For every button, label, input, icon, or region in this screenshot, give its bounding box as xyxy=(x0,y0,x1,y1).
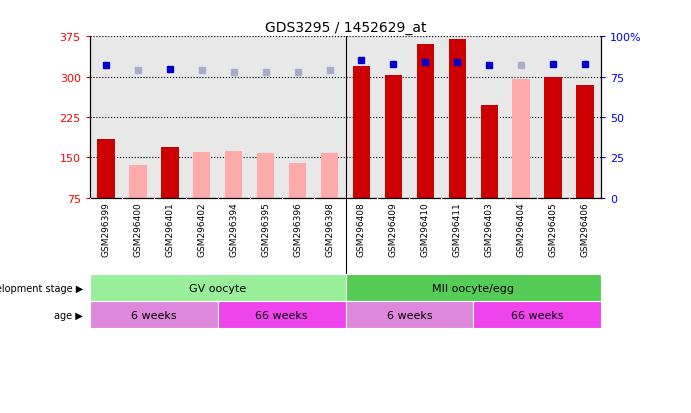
Bar xyxy=(193,152,211,198)
Text: 6 weeks: 6 weeks xyxy=(131,310,177,320)
Text: GSM296398: GSM296398 xyxy=(325,202,334,257)
Text: 6 weeks: 6 weeks xyxy=(386,310,433,320)
Bar xyxy=(346,301,473,328)
Text: GSM296403: GSM296403 xyxy=(485,202,494,256)
Text: development stage ▶: development stage ▶ xyxy=(0,283,83,293)
Text: MII oocyte/egg: MII oocyte/egg xyxy=(433,283,514,293)
Bar xyxy=(448,40,466,198)
Bar xyxy=(129,166,146,198)
Bar xyxy=(97,139,115,198)
Bar xyxy=(346,275,601,301)
Text: age ▶: age ▶ xyxy=(54,310,83,320)
Text: GSM296396: GSM296396 xyxy=(293,202,302,257)
Text: GSM296400: GSM296400 xyxy=(133,202,142,256)
Text: GV oocyte: GV oocyte xyxy=(189,283,246,293)
Bar xyxy=(289,163,306,198)
Text: 66 weeks: 66 weeks xyxy=(511,310,564,320)
Bar xyxy=(385,76,402,198)
Text: GSM296399: GSM296399 xyxy=(102,202,111,257)
Bar xyxy=(218,301,346,328)
Text: GSM296404: GSM296404 xyxy=(517,202,526,256)
Text: GSM296410: GSM296410 xyxy=(421,202,430,256)
Bar xyxy=(90,275,346,301)
Bar xyxy=(473,301,601,328)
Text: GSM296411: GSM296411 xyxy=(453,202,462,256)
Text: GSM296405: GSM296405 xyxy=(549,202,558,256)
Bar xyxy=(225,152,243,198)
Bar xyxy=(257,154,274,198)
Bar xyxy=(161,147,178,198)
Bar xyxy=(417,45,434,198)
Bar xyxy=(321,154,339,198)
Text: GSM296409: GSM296409 xyxy=(389,202,398,256)
Text: GSM296401: GSM296401 xyxy=(165,202,174,256)
Text: GSM296395: GSM296395 xyxy=(261,202,270,257)
Text: GSM296408: GSM296408 xyxy=(357,202,366,256)
Bar xyxy=(480,105,498,198)
Text: 66 weeks: 66 weeks xyxy=(255,310,308,320)
Bar xyxy=(513,80,530,198)
Bar xyxy=(90,301,218,328)
Bar xyxy=(545,77,562,198)
Bar xyxy=(576,85,594,198)
Text: GSM296402: GSM296402 xyxy=(197,202,206,256)
Title: GDS3295 / 1452629_at: GDS3295 / 1452629_at xyxy=(265,21,426,35)
Text: GSM296406: GSM296406 xyxy=(580,202,589,256)
Bar xyxy=(352,66,370,198)
Text: GSM296394: GSM296394 xyxy=(229,202,238,256)
